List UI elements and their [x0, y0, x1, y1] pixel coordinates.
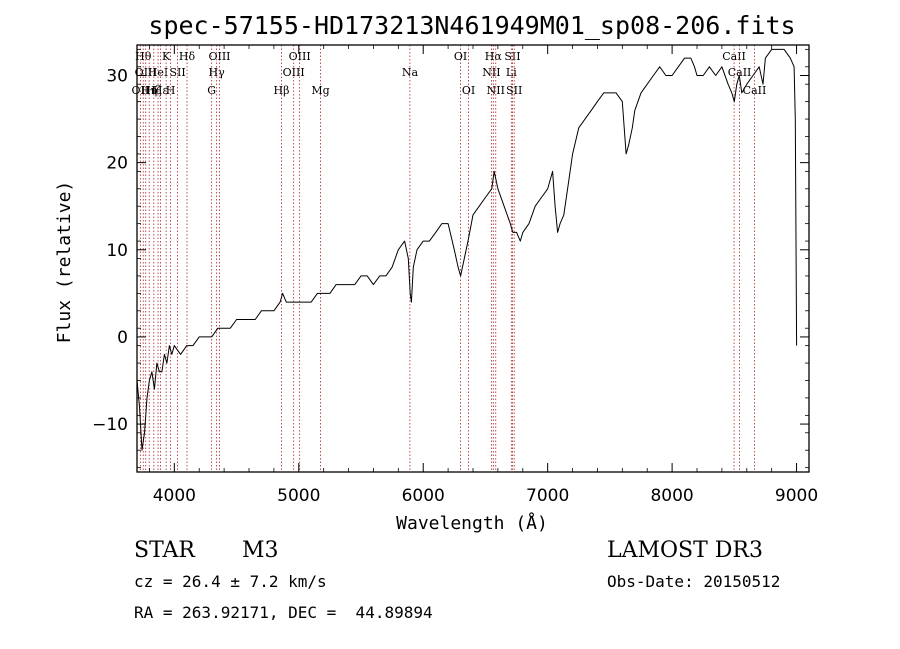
line-label-21: NII — [482, 66, 500, 79]
line-label-3: Hη — [141, 84, 157, 97]
line-label-20: OI — [462, 84, 475, 97]
line-label-29: CaII — [743, 84, 767, 97]
chart-title: spec-57155-HD173213N461949M01_sp08-206.f… — [148, 11, 795, 40]
line-label-23: NII — [487, 84, 505, 97]
x-tick-label-5000: 5000 — [277, 486, 320, 506]
line-label-5: HeI — [148, 66, 168, 79]
line-label-22: Hα — [485, 50, 503, 63]
line-label-11: G — [207, 84, 216, 97]
series-group — [136, 48, 798, 451]
object-class: STAR — [134, 538, 195, 563]
line-label-12: Hγ — [209, 66, 226, 79]
line-label-15: OIII — [283, 66, 305, 79]
observation-date: Obs-Date: 20150512 — [607, 572, 781, 591]
x-axis-label: Wavelength (Å) — [396, 512, 548, 534]
x-tick-label-8000: 8000 — [650, 486, 693, 506]
y-axis-label: Flux (relative) — [54, 181, 75, 344]
coordinates: RA = 263.92171, DEC = 44.89894 — [134, 603, 433, 622]
line-label-10: Hδ — [179, 50, 196, 63]
spectrum-line — [136, 48, 798, 451]
line-label-8: H — [166, 84, 176, 97]
redshift-cz: cz = 26.4 ± 7.2 km/s — [134, 572, 327, 591]
line-label-1: Hθ — [135, 50, 152, 63]
object-subclass: M3 — [242, 538, 279, 563]
line-markers: OIIHθOIIIHηHζHeIHεKHSIIHδGHγOIIIHβOIIIOI… — [132, 45, 767, 472]
y-tick-label-1: 0 — [117, 328, 128, 348]
x-tick-label-4000: 4000 — [153, 486, 196, 506]
plot-frame — [136, 44, 810, 473]
line-label-25: SII — [504, 50, 520, 63]
line-label-0: OII — [132, 84, 150, 97]
line-label-13: OIII — [208, 50, 230, 63]
line-label-18: Na — [402, 66, 419, 79]
line-label-26: SII — [506, 84, 522, 97]
x-tick-label-9000: 9000 — [775, 486, 818, 506]
line-label-28: CaII — [728, 66, 752, 79]
line-label-6: Hε — [153, 84, 169, 97]
y-tick-label-4: 30 — [106, 67, 128, 87]
line-label-7: K — [162, 50, 171, 63]
survey-name: LAMOST DR3 — [607, 538, 763, 563]
y-tick-label-3: 20 — [106, 154, 128, 174]
line-label-16: OIII — [289, 50, 311, 63]
axis-ticks: 4000 5000 6000 7000 8000 9000 −10 0 10 20 30 — [92, 45, 818, 506]
x-tick-label-7000: 7000 — [526, 486, 569, 506]
line-label-19: OI — [454, 50, 467, 63]
line-label-27: CaII — [722, 50, 746, 63]
line-label-24: Li — [506, 66, 517, 79]
x-tick-label-6000: 6000 — [402, 486, 445, 506]
line-label-14: Hβ — [274, 84, 290, 97]
line-label-17: Mg — [311, 84, 329, 97]
y-tick-label-2: 10 — [106, 241, 128, 261]
y-tick-label-0: −10 — [92, 415, 128, 435]
line-label-9: SII — [169, 66, 185, 79]
